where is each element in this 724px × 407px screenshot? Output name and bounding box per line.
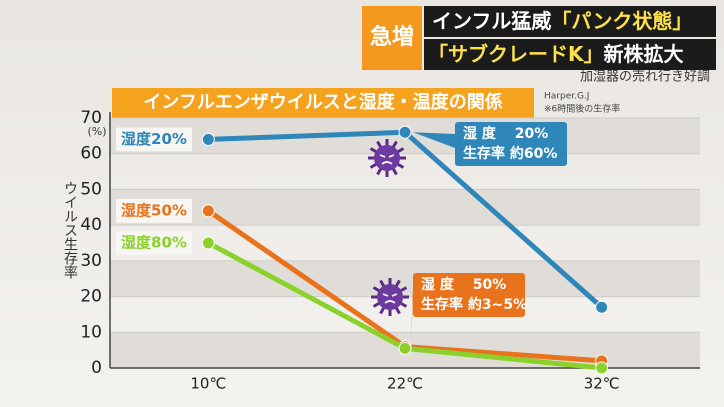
subline: 加湿器の売れ行き好調 (580, 69, 710, 85)
point (201, 132, 215, 146)
legend-label: 湿度20% (121, 130, 187, 148)
header-box (424, 6, 716, 37)
point (201, 204, 215, 218)
annotation-pointer (411, 285, 413, 343)
virus-face (382, 293, 398, 304)
note: ※6時間後の生存率 (544, 103, 620, 115)
grid-band (110, 189, 700, 226)
x-tick-label: 32℃ (584, 375, 620, 393)
virus-body (374, 145, 400, 171)
grid-band (110, 260, 700, 297)
header: 急増 インフル猛威「パンク状態」 「サブクレードK」新株拡大 加湿器の売れ行き好… (362, 6, 716, 85)
y-tick-label: 60 (80, 144, 102, 164)
legend-label: 湿度50% (121, 201, 187, 219)
y-unit: (%) (87, 125, 106, 138)
y-tick-label: 0 (91, 358, 102, 378)
legend-label: 湿度80% (121, 234, 187, 252)
point (398, 341, 412, 355)
header-segment: 「パンク状態」 (551, 9, 692, 33)
y-tick-label: 70 (80, 108, 102, 128)
point (398, 125, 412, 139)
y-tick-label: 40 (80, 215, 102, 235)
annotation-text: 生存率 約60% (463, 145, 557, 162)
y-tick-label: 10 (80, 322, 102, 342)
annotation-text: 湿 度 50% (421, 276, 506, 293)
header-segment: 新株拡大 (604, 42, 684, 66)
point (201, 236, 215, 250)
header-line: 「サブクレードK」新株拡大 (428, 42, 684, 66)
x-tick-label: 10℃ (190, 375, 226, 393)
annotation-pointer (413, 132, 455, 148)
annotation-text: 生存率 約3~5% (421, 296, 527, 313)
header-line: インフル猛威「パンク状態」 (432, 9, 692, 33)
header-segment: インフル猛威 (432, 9, 551, 33)
header-segment: 「サブクレードK」 (428, 42, 604, 66)
legend-box (116, 231, 192, 255)
source: Harper.G.J (544, 92, 589, 102)
y-tick-label: 50 (80, 179, 102, 199)
y-axis-label: ウイルス生存率 (62, 181, 78, 279)
badge: 急増 (370, 24, 414, 50)
annotation-box (413, 273, 525, 317)
point (595, 361, 609, 375)
y-tick-label: 20 (80, 287, 102, 307)
chart-title: インフルエンザウイルスと湿度・温度の関係 (143, 91, 502, 113)
virus-body (377, 284, 403, 310)
annotation-box (455, 122, 567, 166)
point (595, 300, 609, 314)
header-box (424, 39, 716, 70)
virus-face (379, 154, 395, 165)
y-tick-label: 30 (80, 251, 102, 271)
annotation-text: 湿 度 20% (463, 125, 548, 142)
badge-box (362, 6, 422, 70)
legend-box (116, 127, 192, 152)
title-box (112, 88, 534, 118)
legend-box (116, 198, 192, 223)
x-tick-label: 22℃ (387, 375, 423, 393)
